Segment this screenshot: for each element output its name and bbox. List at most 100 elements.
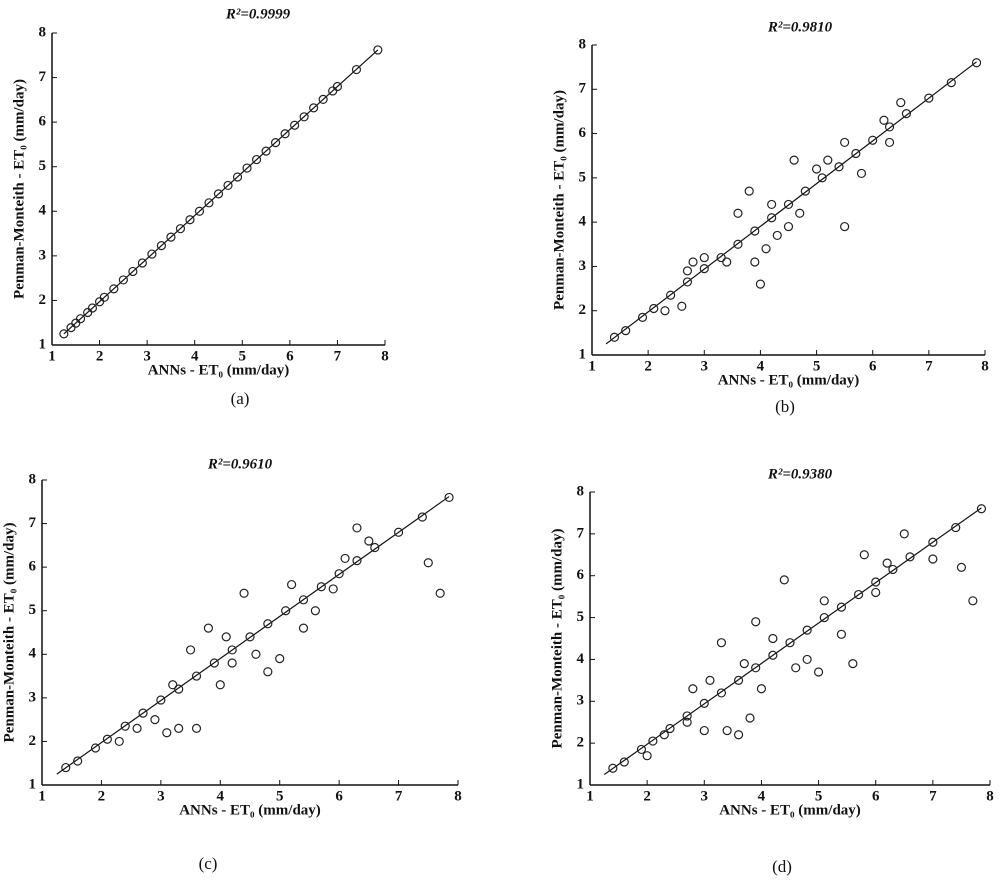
point	[648, 736, 658, 746]
point	[660, 306, 670, 316]
y-tick-label: 6	[579, 125, 587, 141]
point	[802, 654, 812, 665]
point	[976, 504, 987, 514]
x-axis-label: ANNs - ET₀ (mm/day)	[179, 802, 321, 818]
fit-line	[56, 496, 450, 775]
y-tick-label: 1	[577, 776, 585, 792]
x-tick-label: 1	[588, 358, 596, 374]
point	[351, 64, 362, 75]
y-tick-label: 8	[29, 471, 37, 487]
point	[316, 582, 326, 592]
x-axis-label: ANNs - ET₀ (mm/day)	[718, 372, 860, 388]
point	[263, 667, 273, 677]
point	[761, 244, 771, 254]
fit-line	[63, 49, 379, 335]
point	[245, 632, 255, 642]
y-tick-label: 2	[579, 302, 587, 318]
point	[370, 542, 380, 553]
point	[739, 659, 749, 669]
point	[755, 279, 766, 289]
x-tick-label: 7	[395, 788, 403, 804]
point	[174, 684, 184, 694]
point	[227, 658, 237, 668]
point	[688, 257, 698, 267]
point	[309, 103, 319, 113]
point	[215, 680, 225, 690]
y-tick-label: 1	[29, 776, 37, 792]
panel-label: (d)	[772, 857, 792, 876]
point	[209, 658, 219, 668]
x-tick-label: 4	[758, 788, 766, 804]
point	[789, 155, 799, 165]
point	[785, 638, 795, 648]
point	[334, 569, 344, 579]
point	[120, 721, 130, 731]
y-tick-label: 4	[577, 651, 585, 667]
x-tick-label: 2	[644, 358, 652, 374]
point	[156, 241, 167, 251]
point	[162, 728, 172, 738]
x-tick-label: 7	[334, 348, 342, 364]
point	[750, 226, 760, 236]
point	[223, 180, 233, 191]
point	[150, 715, 160, 725]
chart-title: R²=0.9999	[225, 6, 291, 22]
x-tick-label: 2	[643, 788, 651, 804]
y-tick-label: 2	[39, 292, 47, 308]
point	[203, 623, 213, 633]
point	[73, 756, 83, 766]
point	[795, 208, 805, 218]
y-axis-label: Penman-Monteith - ET₀ (mm/day)	[11, 79, 27, 299]
y-tick-label: 3	[577, 693, 585, 709]
point	[99, 292, 109, 302]
point	[768, 650, 778, 660]
point	[649, 303, 659, 314]
point	[859, 550, 869, 560]
x-tick-label: 4	[191, 348, 199, 364]
point	[138, 708, 148, 718]
point	[811, 164, 822, 174]
point	[751, 617, 761, 627]
point	[699, 725, 709, 736]
point	[971, 58, 982, 68]
point	[884, 122, 895, 132]
point	[682, 266, 693, 276]
point	[884, 137, 895, 148]
point	[232, 172, 243, 182]
point	[868, 135, 878, 145]
point	[716, 252, 726, 263]
y-axis-label: Penman-Monteith - ET₀ (mm/day)	[1, 523, 17, 743]
point	[791, 663, 801, 673]
fit-line	[605, 61, 977, 345]
point	[298, 623, 309, 633]
point	[340, 553, 350, 564]
point	[722, 257, 732, 267]
point	[637, 312, 648, 322]
x-tick-label: 3	[143, 348, 151, 364]
point	[836, 629, 847, 639]
point	[716, 688, 727, 698]
y-tick-label: 7	[577, 525, 585, 541]
x-tick-label: 1	[48, 348, 56, 364]
point	[899, 529, 909, 539]
y-tick-label: 3	[39, 247, 47, 263]
point	[435, 588, 445, 598]
point	[194, 206, 205, 216]
point	[166, 232, 176, 242]
point	[744, 186, 754, 196]
x-tick-label: 4	[217, 788, 225, 804]
y-tick-label: 3	[579, 258, 587, 274]
point	[242, 163, 252, 173]
y-tick-label: 1	[39, 336, 47, 352]
point	[102, 734, 112, 744]
x-axis-label: ANNs - ET₀ (mm/day)	[719, 802, 861, 818]
x-tick-label: 3	[701, 788, 709, 804]
point	[871, 577, 881, 587]
y-tick-label: 8	[579, 36, 587, 52]
point	[783, 199, 794, 210]
point	[882, 558, 892, 568]
point	[823, 155, 833, 165]
x-tick-label: 8	[981, 358, 989, 374]
point	[688, 684, 698, 694]
point	[114, 736, 124, 747]
